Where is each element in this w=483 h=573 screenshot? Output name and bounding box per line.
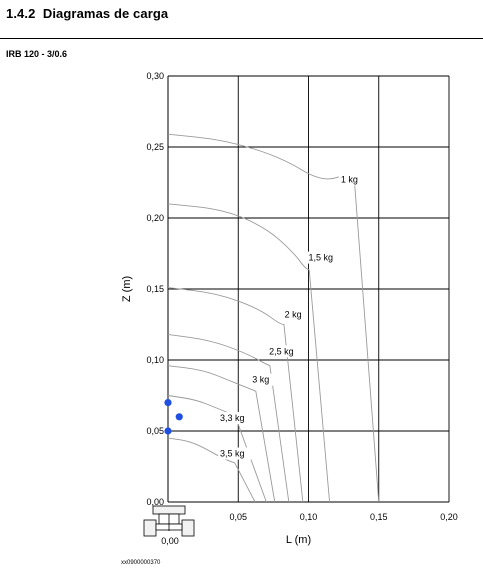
y-tick-label: 0,30 (146, 71, 164, 81)
x-axis-label: L (m) (286, 534, 311, 546)
load-curve (167, 333, 290, 503)
series-label-bg (217, 447, 254, 460)
figure-id: xx0900000370 (121, 560, 161, 566)
series-label: 3,3 kg (220, 413, 245, 423)
series-label-bg (250, 373, 276, 386)
load-point-marker (164, 399, 172, 407)
robot-base-icon (143, 505, 195, 537)
load-curve (167, 133, 380, 503)
section-number: 1.4.2 (6, 6, 36, 21)
series-label: 2 kg (285, 309, 302, 319)
series-label-bg (217, 412, 254, 425)
series-label: 2,5 kg (269, 346, 294, 356)
robot-model-label: IRB 120 - 3/0.6 (6, 49, 68, 59)
series-label: 3 kg (252, 375, 269, 385)
x-tick-label: 0,10 (300, 512, 318, 522)
load-curve (167, 203, 331, 503)
x-tick-label: 0,20 (440, 512, 458, 522)
y-tick-label: 0,10 (146, 355, 164, 365)
series-label-bg (267, 345, 303, 358)
load-curve (167, 365, 276, 503)
y-axis-label: Z (m) (121, 276, 133, 302)
y-tick-label: 0,15 (146, 284, 164, 294)
x-origin-label: 0,00 (161, 536, 179, 546)
series-label-bg (282, 308, 308, 321)
y-tick-label: 0,20 (146, 213, 164, 223)
heading-divider (0, 38, 483, 39)
series-label: 1 kg (341, 175, 358, 185)
series-label-bg (306, 251, 342, 264)
series-label: 3,5 kg (220, 449, 245, 459)
y-tick-label: 0,25 (146, 142, 164, 152)
load-curve (167, 287, 304, 503)
x-tick-label: 0,05 (229, 512, 247, 522)
y-tick-label: 0,05 (146, 426, 164, 436)
series-label-bg (338, 173, 364, 186)
load-point-marker (175, 413, 183, 421)
section-heading: 1.4.2 Diagramas de carga (6, 6, 168, 21)
load-point-marker (164, 427, 172, 435)
section-title: Diagramas de carga (42, 6, 169, 21)
y-tick-label: 0,00 (146, 497, 164, 507)
x-tick-label: 0,15 (370, 512, 388, 522)
series-label: 1,5 kg (309, 253, 334, 263)
